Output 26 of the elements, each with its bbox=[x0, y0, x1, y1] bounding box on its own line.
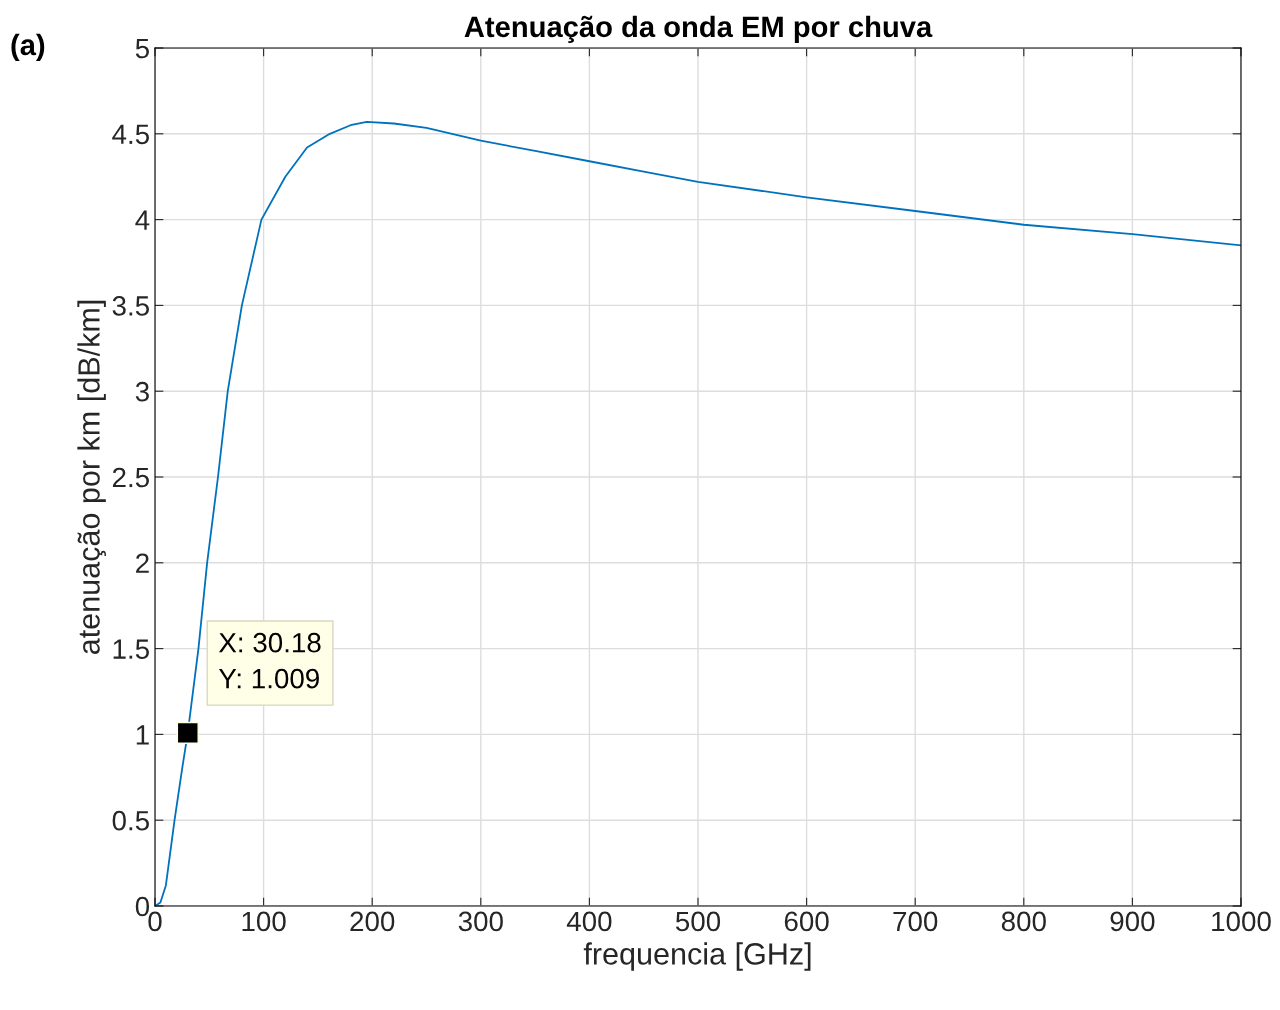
y-tick-label: 3 bbox=[135, 381, 149, 402]
y-tick-label: 0.5 bbox=[112, 810, 149, 831]
x-tick-label: 600 bbox=[784, 911, 829, 932]
x-tick-label: 100 bbox=[242, 911, 286, 932]
y-tick-label: 0 bbox=[135, 896, 150, 917]
y-tick-label: 3.5 bbox=[112, 296, 149, 316]
x-tick-label: 200 bbox=[350, 911, 395, 932]
x-tick-label: 800 bbox=[1001, 911, 1046, 932]
text: (a) bbox=[11, 33, 45, 62]
y-tick-label: 1 bbox=[136, 725, 149, 745]
y-tick-label: 4.5 bbox=[112, 124, 149, 145]
x-tick-label: 500 bbox=[675, 911, 721, 932]
y-tick-label: 5 bbox=[135, 38, 149, 59]
y-axis-title: atenuação por km [dB/km] bbox=[77, 300, 106, 655]
x-tick-label: 1000 bbox=[1212, 911, 1271, 932]
y-tick-label: 4 bbox=[135, 210, 150, 230]
x-tick-label: 900 bbox=[1110, 911, 1155, 932]
x-tick-label: 300 bbox=[458, 911, 503, 932]
x-axis-title: frequencia [GHz] bbox=[583, 942, 811, 971]
y-tick-label: 2.5 bbox=[112, 467, 149, 488]
x-tick-label: 700 bbox=[893, 911, 938, 932]
chart-title: Atenuação da onda EM por chuva bbox=[464, 15, 933, 43]
x-tick-label: 400 bbox=[566, 911, 612, 932]
y-tick-label: 2 bbox=[136, 553, 149, 573]
y-tick-label: 1.5 bbox=[113, 639, 149, 659]
annotation: X: 30.18 Y: 1.009 bbox=[218, 632, 321, 689]
